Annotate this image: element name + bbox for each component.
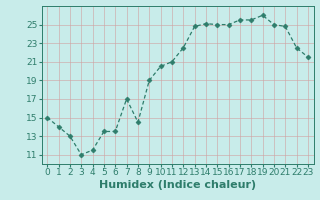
X-axis label: Humidex (Indice chaleur): Humidex (Indice chaleur) — [99, 180, 256, 190]
